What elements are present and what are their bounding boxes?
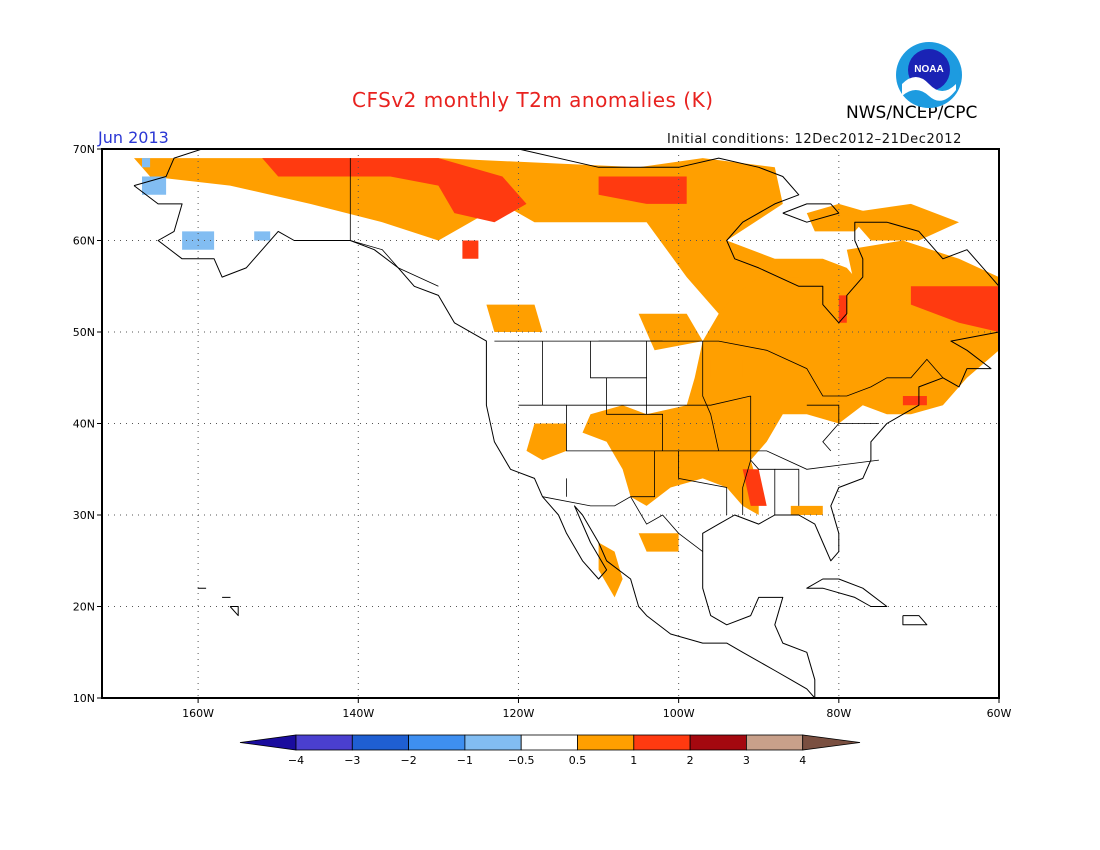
map-title: CFSv2 monthly T2m anomalies (K)	[352, 88, 714, 112]
anomaly-region-10	[710, 359, 743, 378]
lon-tick-label: 80W	[826, 707, 851, 720]
anomaly-region-9	[790, 505, 823, 515]
colorbar-label: −4	[288, 754, 304, 767]
forecast-month-label: Jun 2013	[98, 128, 169, 147]
anomaly-region-20	[254, 231, 271, 241]
colorbar-swatch	[520, 734, 578, 751]
lon-tick-label: 120W	[503, 707, 535, 720]
lat-tick-label: 50N	[73, 326, 95, 339]
coastline-layer	[133, 149, 999, 698]
boundary-line	[822, 423, 840, 452]
boundary-line	[806, 404, 879, 424]
colorbar-swatch	[295, 734, 353, 751]
lat-tick-label: 10N	[73, 692, 95, 705]
coastline	[133, 185, 816, 698]
lat-tick-label: 70N	[73, 143, 95, 156]
anomaly-region-13	[462, 240, 479, 259]
colorbar-arrow-low	[239, 734, 297, 751]
coastline	[902, 615, 928, 626]
anomaly-fill-layer	[134, 158, 999, 598]
anomaly-region-6	[526, 423, 567, 461]
lon-tick-label: 60W	[987, 707, 1012, 720]
coastline	[782, 203, 840, 223]
coastline	[133, 149, 999, 324]
boundary-line	[702, 341, 720, 451]
anomaly-region-21	[142, 158, 151, 168]
boundary-line	[742, 459, 752, 515]
colorbar-label: 3	[743, 754, 750, 767]
anomaly-region-18	[142, 176, 167, 195]
boundary-line	[606, 377, 663, 451]
boundary-line	[774, 468, 800, 506]
colorbar-label: 1	[630, 754, 637, 767]
boundary-line	[566, 405, 879, 470]
anomaly-region-16	[902, 396, 927, 406]
colorbar-swatch	[577, 734, 635, 751]
boundary-line	[350, 240, 439, 287]
colorbar-swatch	[408, 734, 466, 751]
colorbar-swatch	[746, 734, 804, 751]
boundary-line	[542, 496, 703, 552]
coastline	[806, 578, 888, 607]
colorbar-label: −0.5	[508, 754, 535, 767]
boundary-line	[750, 396, 776, 515]
agency-label: NWS/NCEP/CPC	[846, 103, 978, 123]
anomaly-region-12	[598, 176, 687, 204]
colorbar-swatch	[464, 734, 522, 751]
coastline	[229, 606, 239, 617]
lat-tick-label: 30N	[73, 509, 95, 522]
colorbar-label: −1	[457, 754, 473, 767]
colorbar-swatch	[633, 734, 691, 751]
boundary-line	[494, 340, 944, 397]
axis-ticks-layer: 70N 60N 50N 40N 30N 20N 10N 160W 140W 120W 100W 80W…	[73, 143, 1012, 720]
colorbar-swatch	[351, 734, 409, 751]
lat-tick-label: 60N	[73, 235, 95, 248]
coastline	[702, 331, 999, 698]
boundary-line	[678, 450, 728, 515]
colorbar-label: 0.5	[569, 754, 587, 767]
anomaly-region-5	[582, 240, 999, 515]
anomaly-region-8	[638, 533, 679, 552]
colorbar-label: −2	[400, 754, 416, 767]
colorbar-swatch	[689, 734, 747, 751]
colorbar-label: 2	[687, 754, 694, 767]
boundary-line	[630, 450, 655, 498]
lat-tick-label: 40N	[73, 418, 95, 431]
boundary-line	[590, 341, 647, 415]
lat-tick-label: 20N	[73, 601, 95, 614]
anomaly-region-4	[486, 304, 543, 332]
anomaly-region-2	[846, 203, 959, 241]
colorbar-label: 4	[799, 754, 806, 767]
political-boundaries-layer	[349, 158, 944, 552]
lon-tick-label: 160W	[182, 707, 214, 720]
initial-conditions-label: Initial conditions: 12Dec2012–21Dec2012	[667, 132, 962, 147]
anomaly-region-14	[910, 286, 999, 332]
lon-tick-label: 140W	[342, 707, 374, 720]
anomaly-region-11	[262, 158, 527, 223]
colorbar-arrow-high	[802, 734, 861, 751]
anomaly-region-15	[742, 469, 767, 506]
logo-text: NOAA	[914, 64, 943, 75]
boundary-line	[518, 395, 751, 406]
colorbar-label: −3	[344, 754, 360, 767]
noaa-logo: NOAA	[896, 42, 962, 108]
lon-tick-label: 100W	[663, 707, 695, 720]
